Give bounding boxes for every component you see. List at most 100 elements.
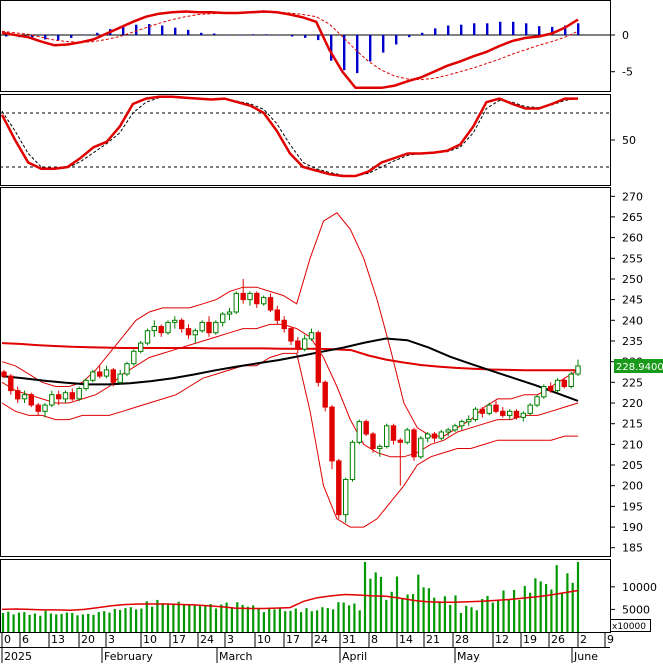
candle-body	[431, 433, 438, 439]
price-tick-label: 255	[622, 252, 643, 265]
last-price-label: 228.9400	[616, 362, 663, 373]
volume-panel-frame	[0, 559, 611, 633]
candle-body	[363, 421, 369, 435]
date-tick-label: 3	[227, 633, 234, 646]
candle-body	[568, 373, 574, 388]
macd-histogram-bar	[330, 35, 333, 61]
volume-bar	[363, 562, 367, 632]
volume-bar	[7, 611, 10, 632]
price-bollinger-lower-line	[1, 352, 578, 528]
volume-bar	[33, 613, 36, 632]
volume-bar	[518, 599, 521, 632]
volume-bar	[60, 613, 63, 632]
candle-body	[131, 350, 137, 365]
month-label: February	[104, 650, 153, 663]
candle-body	[486, 404, 492, 414]
volume-bar	[513, 590, 516, 632]
candle-body	[315, 332, 322, 383]
candle-body	[56, 394, 62, 400]
date-tick-label: 9	[607, 633, 614, 646]
volume-bar	[214, 608, 218, 632]
candle-body	[479, 408, 486, 414]
volume-bar	[193, 604, 196, 632]
date-tick-label: 13	[51, 633, 65, 646]
date-tick-label: 3	[108, 633, 115, 646]
candle-body	[452, 425, 458, 431]
volume-ma-line	[1, 589, 579, 612]
macd-histogram-bar	[369, 35, 372, 62]
date-tick-label: 28	[455, 633, 469, 646]
candle-body	[240, 292, 246, 301]
macd-histogram-bar	[70, 35, 73, 38]
candle-body	[507, 410, 513, 416]
date-tick-label: 24	[200, 633, 214, 646]
candle-body	[233, 292, 240, 313]
price-bollinger-mid-line	[1, 323, 579, 458]
candle-body	[90, 371, 96, 381]
price-tick-label: 245	[622, 294, 643, 307]
candle-body	[370, 433, 376, 449]
volume-bar	[289, 610, 292, 632]
volume-bar	[358, 610, 361, 632]
candle-body	[267, 297, 274, 311]
volume-bar	[151, 606, 154, 632]
macd-histogram-bar	[577, 23, 580, 35]
macd-histogram-bar	[538, 26, 541, 35]
volume-bar	[23, 612, 26, 632]
macd-histogram-bar	[96, 32, 99, 35]
date-tick-label: 10	[143, 633, 157, 646]
macd-histogram-bar	[551, 26, 554, 35]
macd-histogram-bar	[278, 35, 281, 36]
macd-histogram-bar	[356, 35, 359, 74]
volume-bar	[129, 607, 132, 632]
volume-bar	[119, 609, 122, 632]
volume-bar	[284, 611, 287, 632]
volume-bar	[166, 603, 170, 632]
volume-bar	[337, 602, 340, 632]
candle-body	[179, 319, 185, 330]
volume-bar	[113, 609, 116, 632]
macd-histogram-bar	[473, 23, 476, 35]
date-tick-label: 17	[172, 633, 186, 646]
macd-histogram-bar	[317, 35, 320, 41]
volume-bar	[316, 610, 319, 632]
candle-body	[384, 425, 390, 447]
volume-bar	[108, 612, 111, 632]
candle-body	[213, 321, 219, 334]
date-tick-label: 20	[81, 633, 95, 646]
volume-bar	[529, 592, 532, 632]
candle-body	[548, 386, 554, 392]
macd-histogram-bar	[512, 21, 515, 35]
volume-bar	[246, 606, 249, 632]
candle-body	[302, 338, 308, 350]
candle-body	[500, 410, 506, 416]
volume-bar	[172, 604, 175, 632]
volume-bar	[470, 607, 473, 632]
candle-body	[466, 419, 472, 423]
candle-body	[513, 410, 520, 418]
macd-histogram-bar	[161, 25, 164, 35]
candle-body	[561, 379, 567, 387]
macd-tick-label: 0	[622, 29, 629, 42]
candle-body	[288, 328, 294, 342]
candle-body	[117, 373, 123, 383]
macd-histogram-bar	[304, 35, 307, 38]
macd-histogram-bar	[564, 25, 567, 35]
candle-body	[390, 425, 397, 441]
price-bollinger-upper-line	[1, 212, 579, 437]
price-tick-label: 265	[622, 211, 643, 224]
candle-body	[411, 429, 417, 458]
volume-bar	[12, 614, 15, 632]
candle-body	[322, 381, 328, 408]
volume-bar	[236, 602, 239, 632]
volume-bar	[433, 597, 436, 632]
price-panel: 1851901952002052102152202252302352402452…	[1, 190, 643, 555]
volume-bar	[268, 607, 271, 632]
volume-bar	[369, 578, 372, 632]
candle-body	[281, 319, 287, 330]
candle-body	[425, 433, 431, 439]
candle-body	[329, 406, 335, 462]
macd-histogram-bar	[447, 25, 450, 35]
volume-bar	[502, 590, 505, 632]
macd-histogram-bar	[525, 23, 528, 35]
